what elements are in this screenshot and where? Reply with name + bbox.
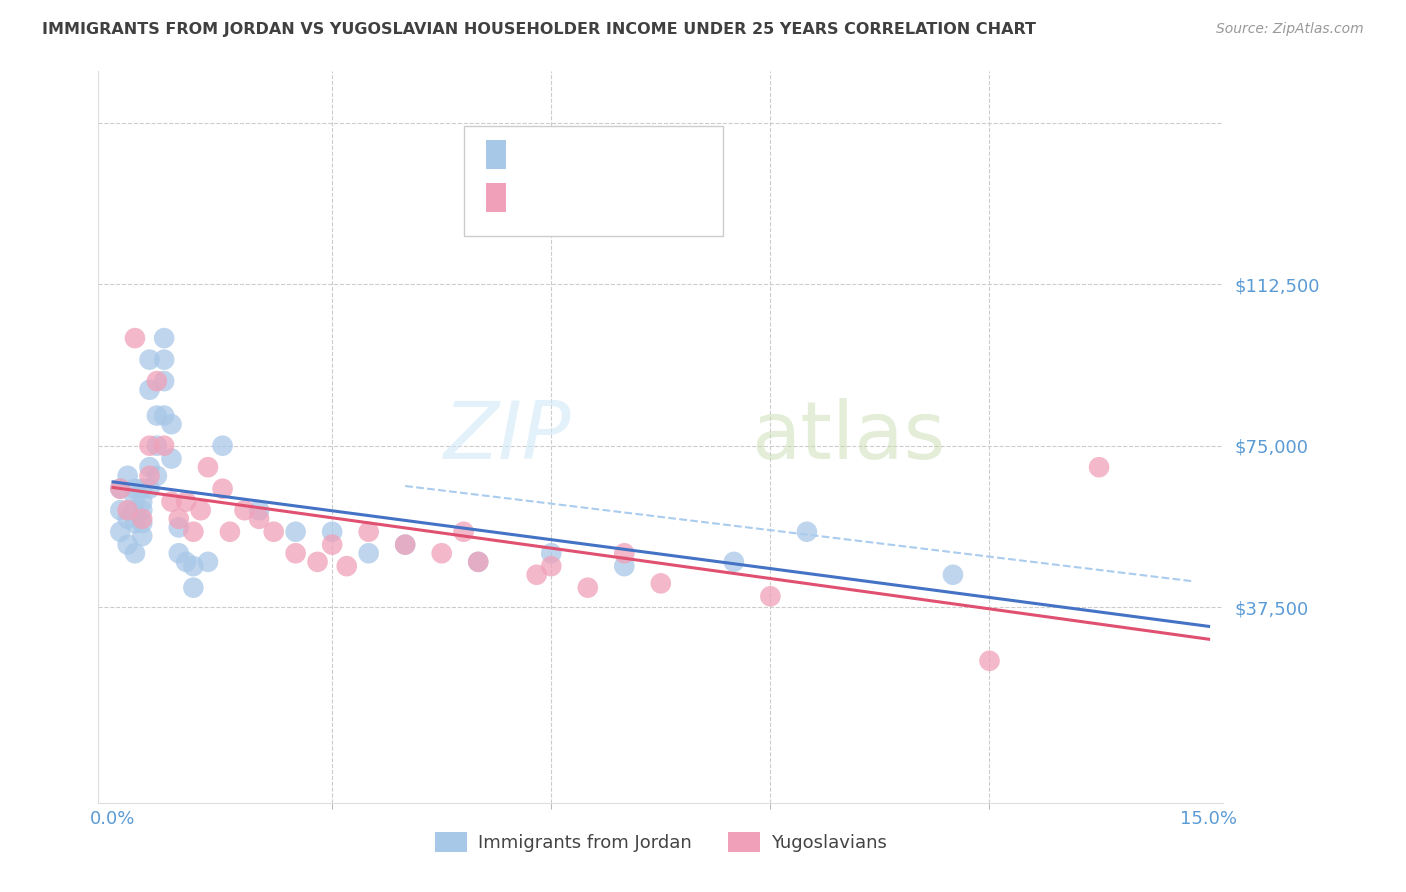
Point [153,331,176,345]
Point [131,494,153,508]
Point [183,581,205,595]
FancyBboxPatch shape [486,183,506,211]
Point [110,482,132,496]
Text: Source: ZipAtlas.com: Source: ZipAtlas.com [1216,22,1364,37]
Point [138,383,160,397]
Point [138,468,160,483]
Point [576,581,599,595]
Point [167,512,190,526]
Point [124,491,146,505]
Point [219,524,242,539]
Point [430,546,453,560]
Point [357,524,380,539]
Point [183,559,205,574]
Point [110,524,132,539]
Point [453,524,475,539]
Point [174,555,197,569]
Point [146,439,169,453]
Point [117,468,139,483]
Point [153,409,176,423]
Point [540,559,562,574]
Point [131,529,153,543]
Point [467,555,489,569]
Point [153,352,176,367]
Text: atlas: atlas [751,398,945,476]
Point [138,482,160,496]
Point [160,417,183,432]
Point [307,555,329,569]
Point [131,503,153,517]
Point [183,524,205,539]
Point [197,460,219,475]
Point [174,494,197,508]
Point [979,654,1001,668]
Point [526,567,548,582]
Point [321,538,343,552]
Point [167,546,190,560]
Point [233,503,256,517]
Point [146,468,169,483]
Point [117,538,139,552]
Point [284,524,307,539]
Point [146,409,169,423]
Point [124,331,146,345]
FancyBboxPatch shape [464,126,723,235]
Point [394,538,416,552]
Text: R = 0.042: R = 0.042 [537,145,620,163]
Point [117,512,139,526]
Point [211,439,233,453]
Point [613,546,636,560]
Point [160,494,183,508]
Point [124,503,146,517]
Text: ZIP: ZIP [443,398,571,476]
Point [723,555,745,569]
Point [211,482,233,496]
Text: N = 36: N = 36 [621,188,683,206]
Text: R = -0.129: R = -0.129 [537,188,627,206]
Point [321,524,343,539]
Point [247,503,270,517]
Point [117,503,139,517]
Point [394,538,416,552]
Point [153,439,176,453]
Point [284,546,307,560]
Point [613,559,636,574]
Point [540,546,562,560]
Point [160,451,183,466]
Point [247,512,270,526]
Point [131,482,153,496]
Point [336,559,359,574]
Text: IMMIGRANTS FROM JORDAN VS YUGOSLAVIAN HOUSEHOLDER INCOME UNDER 25 YEARS CORRELAT: IMMIGRANTS FROM JORDAN VS YUGOSLAVIAN HO… [42,22,1036,37]
Point [197,555,219,569]
Point [124,516,146,530]
Point [131,512,153,526]
Point [190,503,212,517]
Point [263,524,285,539]
Point [110,503,132,517]
Point [357,546,380,560]
Point [138,460,160,475]
Point [124,482,146,496]
Point [1088,460,1111,475]
Point [138,352,160,367]
Legend: Immigrants from Jordan, Yugoslavians: Immigrants from Jordan, Yugoslavians [427,824,894,860]
Point [110,482,132,496]
Point [131,516,153,530]
Point [146,374,169,388]
Point [467,555,489,569]
Point [167,520,190,534]
Point [138,439,160,453]
Point [759,589,782,603]
Point [942,567,965,582]
Point [124,546,146,560]
Point [796,524,818,539]
Text: N = 47: N = 47 [621,145,683,163]
Point [650,576,672,591]
Point [153,374,176,388]
FancyBboxPatch shape [486,140,506,169]
